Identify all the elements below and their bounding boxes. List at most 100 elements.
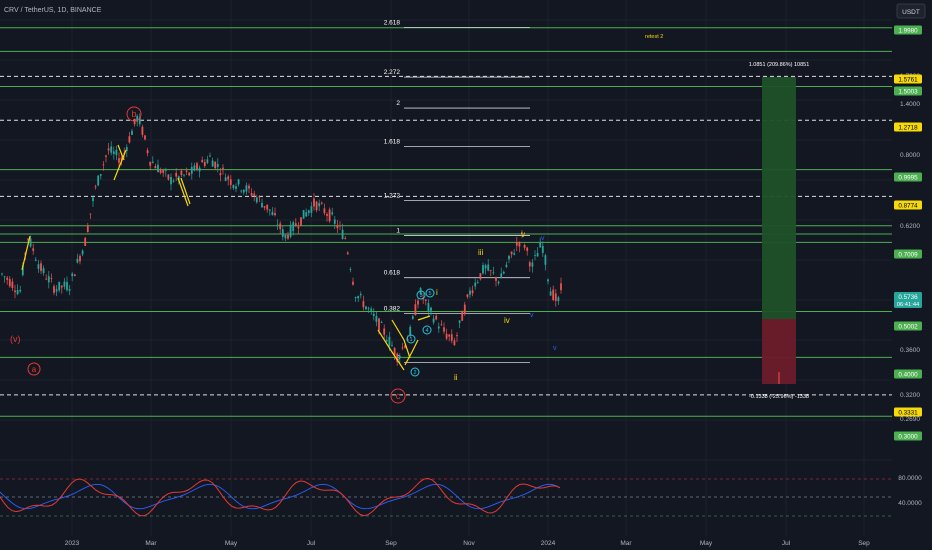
candle-body — [42, 268, 45, 274]
candle-body — [185, 170, 188, 172]
currency-button[interactable] — [896, 3, 926, 19]
candle-body — [276, 224, 279, 226]
candle-body — [294, 223, 297, 227]
price-label-box — [894, 321, 922, 331]
wave-segment[interactable] — [177, 177, 189, 207]
candle-body — [206, 159, 209, 163]
axis-tick-label: 0.3200 — [900, 392, 920, 399]
candle-body — [310, 206, 313, 213]
candle-body — [531, 262, 534, 267]
wave-segment[interactable] — [180, 177, 191, 205]
candle-body — [227, 176, 230, 180]
candle-body — [471, 290, 474, 294]
wave-segment[interactable] — [21, 235, 31, 271]
candle-body — [435, 315, 438, 320]
candle-body — [502, 271, 505, 274]
candle-body — [406, 339, 409, 341]
axis-tick-label: 0.6200 — [900, 223, 920, 230]
price-label: 0.3000 — [898, 434, 918, 441]
candle-body — [118, 158, 120, 163]
price-label-box — [894, 200, 922, 210]
candle-body — [346, 252, 349, 254]
candle-body — [284, 234, 287, 239]
candle-body — [359, 293, 362, 296]
wave-segment[interactable] — [417, 315, 431, 321]
wave-circle-2 — [410, 367, 420, 377]
wave-segment[interactable] — [113, 149, 127, 181]
fib-label: 1.618 — [384, 138, 401, 145]
target-label: 1.0851 (209.86%) 10851 — [749, 62, 810, 68]
fib-extension[interactable]: 2.618 2.272 2 1.618 1.272 1 0.618 0.382 0 — [384, 20, 530, 363]
candle-body — [232, 185, 235, 188]
candle-body — [274, 213, 276, 216]
candle-body — [263, 206, 266, 208]
candle-body — [341, 229, 344, 239]
candle-body — [510, 251, 513, 255]
candle-body — [354, 297, 357, 299]
fib-label: 2.618 — [384, 20, 401, 27]
candle-body — [68, 289, 71, 291]
wave-segment[interactable] — [404, 339, 419, 366]
wave-circle-4 — [422, 325, 432, 335]
wave-drawings[interactable] — [21, 144, 431, 371]
time-tick-label: Sep — [858, 540, 870, 547]
candle-body — [339, 225, 341, 227]
candle-body — [203, 162, 206, 166]
time-axis[interactable]: 2023 Mar May Jul Sep Nov 2024 Mar May Jul Sep — [0, 536, 932, 550]
candle-body — [141, 126, 144, 135]
candle-body — [476, 282, 479, 283]
candle-body — [515, 242, 518, 246]
candle-body — [229, 179, 232, 185]
candle-body — [240, 190, 243, 192]
symbol-title[interactable]: CRV / TetherUS, 1D, BINANCE — [4, 7, 102, 14]
candle-body — [183, 174, 185, 176]
long-position-tool[interactable]: 1.0851 (209.86%) 10851 -0.1338 (-25.96%)… — [749, 62, 810, 400]
candle-body — [71, 273, 74, 277]
candle-body — [292, 222, 295, 231]
candle-body — [81, 250, 84, 255]
wave-segment[interactable] — [377, 319, 411, 371]
candle-body — [86, 225, 89, 233]
candle-body — [224, 177, 227, 181]
candle-body — [432, 318, 435, 323]
horizontal-levels[interactable] — [0, 27, 892, 417]
candle-body — [541, 245, 544, 253]
candle-body — [50, 277, 53, 279]
candle-body — [131, 130, 133, 135]
candle-body — [214, 161, 217, 169]
candle-body — [367, 307, 370, 309]
wave-label-v: (v) — [10, 334, 21, 344]
candle-body — [437, 326, 440, 329]
candle-body — [349, 268, 352, 270]
candle-body — [289, 224, 292, 237]
candle-body — [63, 281, 66, 287]
rsi-panel — [0, 477, 892, 517]
profit-zone[interactable] — [762, 77, 796, 319]
candle-body — [47, 276, 50, 283]
price-label-box — [894, 86, 922, 96]
time-tick-label: 2023 — [65, 540, 80, 547]
candle-body — [456, 335, 458, 337]
candle-body — [60, 285, 63, 288]
candle-body — [500, 273, 503, 279]
candle-body — [102, 164, 105, 166]
candle-body — [245, 185, 248, 192]
candle-body — [253, 193, 256, 196]
candle-body — [528, 262, 531, 267]
wave-circle-b — [126, 106, 142, 122]
candle-body — [523, 244, 526, 248]
candle-body — [461, 310, 464, 321]
candle-body — [554, 293, 557, 301]
candle-body — [474, 282, 477, 287]
candle-body — [170, 177, 172, 185]
candle-body — [398, 355, 401, 359]
candle-body — [3, 276, 6, 278]
candle-body — [513, 253, 516, 255]
wave-segment[interactable] — [117, 144, 125, 161]
candle-body — [76, 258, 79, 263]
price-axis[interactable]: 1.90001.70001.40001.10000.80000.62000.44… — [892, 0, 932, 550]
wave-label-5: 5 — [428, 291, 431, 297]
rsi-line — [0, 477, 561, 517]
time-tick-label: Jul — [307, 540, 316, 547]
